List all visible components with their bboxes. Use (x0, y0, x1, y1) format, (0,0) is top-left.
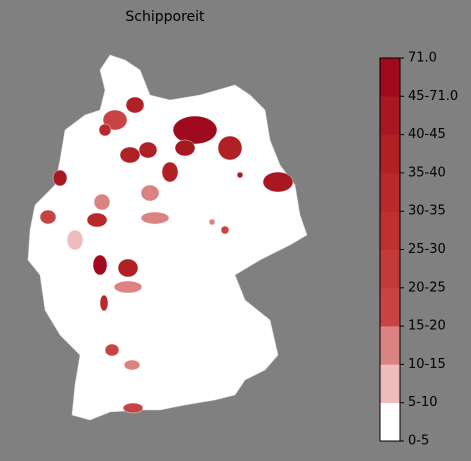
region (117, 258, 139, 278)
colorbar-segment (380, 96, 400, 135)
region (66, 229, 84, 251)
colorbar-segment (380, 249, 400, 289)
colorbar-tick-label: 30-35 (408, 204, 446, 219)
region (52, 169, 68, 187)
colorbar-tick-label: 0-5 (408, 434, 429, 449)
region (113, 280, 143, 294)
region (92, 254, 108, 276)
colorbar-segment (380, 134, 400, 174)
region (220, 225, 230, 235)
colorbar-tick-label: 71.0 (408, 51, 437, 66)
region (86, 212, 108, 228)
colorbar-tick-label: 25-30 (408, 242, 446, 257)
region (125, 96, 145, 114)
region (236, 171, 244, 179)
colorbar-segment (380, 402, 400, 442)
colorbar-tick-label: 5-10 (408, 395, 438, 410)
region (140, 211, 170, 225)
region (99, 294, 109, 312)
region (98, 123, 112, 137)
colorbar-segment (380, 58, 400, 97)
colorbar-tick-label: 10-15 (408, 357, 446, 372)
regions (39, 96, 294, 414)
region (119, 146, 141, 164)
colorbar-segment (380, 326, 400, 365)
title: Schipporeit (125, 9, 205, 25)
region (174, 139, 196, 157)
region (39, 209, 57, 225)
region (104, 343, 120, 357)
colorbar-segment (380, 211, 400, 250)
colorbar-segment (380, 172, 400, 212)
colorbar-tick-label: 40-45 (408, 127, 446, 142)
region (140, 184, 160, 202)
region (161, 161, 179, 183)
colorbar-tick-label: 45-71.0 (408, 89, 458, 104)
colorbar: 0-5 5-10 10-15 15-20 20-25 25-30 30-35 35-40 40-… (379, 51, 458, 449)
region (102, 109, 128, 131)
colorbar-tick-label: 20-25 (408, 280, 446, 295)
region (172, 115, 218, 145)
colorbar-tick-label: 35-40 (408, 165, 446, 180)
region (93, 193, 111, 211)
region (208, 218, 216, 226)
region (122, 402, 144, 414)
region (123, 359, 141, 371)
region (138, 141, 158, 159)
colorbar-segment (380, 364, 400, 403)
region (262, 171, 294, 193)
colorbar-tick-label: 15-20 (408, 319, 446, 334)
colorbar-segment (380, 287, 400, 327)
region (217, 135, 243, 161)
